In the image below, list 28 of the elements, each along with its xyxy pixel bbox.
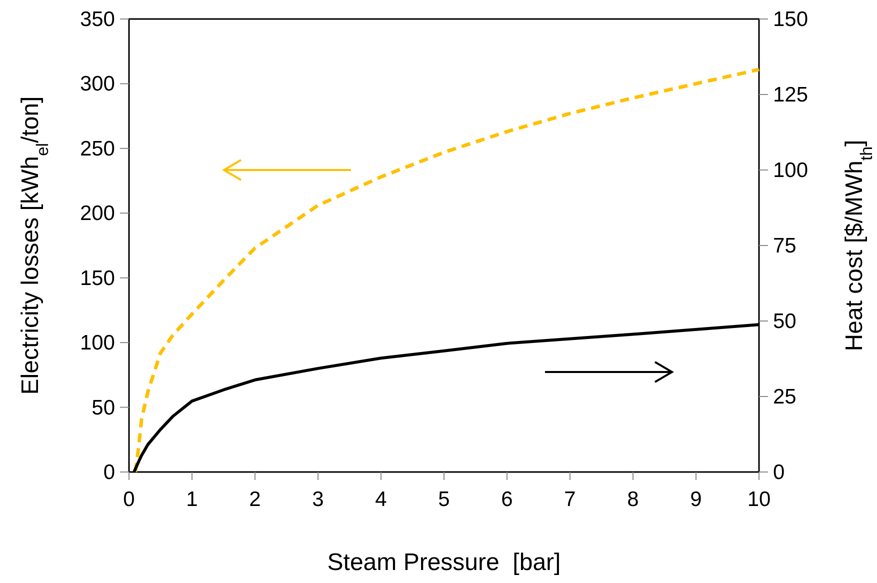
y-tick-label: 200 [80,202,115,226]
x-axis-title: Steam Pressure [bar] [327,549,561,576]
y-tick-label: 300 [80,72,115,96]
x-tick-label: 2 [249,488,261,511]
y-tick-label: 100 [80,332,115,355]
x-tick-label: 3 [312,488,324,511]
x-tick-label: 4 [375,488,388,511]
y2-tick-label: 150 [773,8,808,31]
y2-tick-label: 0 [773,461,785,484]
y-tick-label: 250 [80,137,115,160]
x-tick-label: 9 [690,488,702,511]
x-tick-label: 5 [438,488,450,511]
x-tick-label: 10 [747,488,771,511]
x-tick-label: 6 [501,488,513,511]
line-series [134,68,761,474]
y-tick-label: 0 [103,461,115,484]
y2-tick-label: 75 [773,234,796,258]
y-tick-label: 150 [80,266,115,290]
y-tick-label: 50 [92,396,115,420]
y2-tick-label: 100 [773,159,808,182]
x-tick-label: 0 [123,488,135,511]
y-tick-label: 350 [80,8,115,31]
x-tick-label: 8 [627,488,639,511]
y2-tick-label: 50 [773,310,796,333]
y2-tick-label: 125 [773,84,808,106]
x-tick-label: 7 [564,488,576,511]
y2-tick-label: 25 [773,386,796,408]
x-tick-label: 1 [186,488,198,511]
